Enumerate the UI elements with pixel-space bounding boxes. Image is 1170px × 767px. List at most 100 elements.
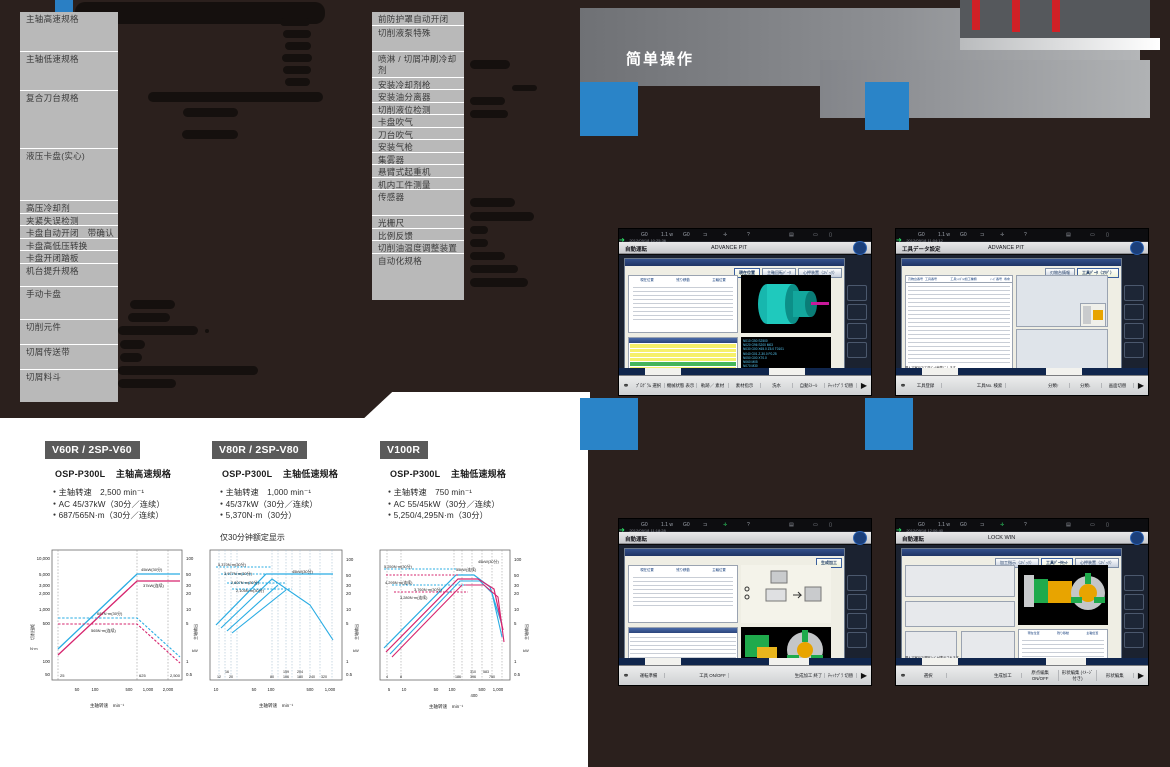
rail-button[interactable] (1124, 575, 1144, 591)
softkey[interactable]: 分類↑ (1038, 382, 1070, 389)
svg-text:20: 20 (346, 591, 351, 596)
cnc-softkeys[interactable]: ⚭ 運転準備 工具 ON/OFF 生成加工 終了 ﾁｬｯｸﾌﾟﾗ 切替 ▶ (619, 665, 871, 685)
rail-button[interactable] (1124, 613, 1144, 629)
next-page-icon[interactable]: ▶ (1137, 381, 1145, 390)
rail-button[interactable] (847, 342, 867, 358)
softkey[interactable]: 選択 (910, 672, 948, 679)
program-name: ADVANCE PIT (711, 245, 748, 251)
rail-button[interactable] (1124, 323, 1144, 339)
spec-bullet: AC 55/45kW（30分／连续） (388, 499, 545, 511)
parameter-form-mid[interactable] (905, 601, 1015, 627)
softkey[interactable]: 自動ｽﾄｰﾙ (793, 382, 825, 389)
tool-registry-table[interactable]: 刃物台番号 工具番号 工具ｼﾝﾎﾞﾙ/加工種類 ﾉｰｽﾞ番号 寿命 (905, 275, 1013, 379)
spec-item: 高压冷却剂 (20, 200, 118, 213)
rail-button[interactable] (847, 575, 867, 591)
softkey[interactable]: 原点編集 ON/OFF (1022, 670, 1060, 681)
section-heading: 简单操作 (626, 51, 695, 68)
spec-item: 卡盘高低压转换 (20, 237, 118, 251)
softkey[interactable]: ﾁｬｯｸﾌﾟﾗ 切替 (825, 382, 857, 389)
status-badge[interactable] (853, 241, 867, 255)
softkey[interactable]: ﾌﾟﾛｸﾞﾗﾑ 選択 (633, 382, 665, 389)
softkey[interactable]: 工具登録 (910, 382, 942, 389)
svg-text:100: 100 (186, 556, 194, 561)
rail-button[interactable] (847, 304, 867, 320)
rail-button[interactable] (1124, 594, 1144, 610)
chuck-graphic-view[interactable] (1018, 565, 1108, 625)
softkey[interactable]: 工具No. 検索 (974, 382, 1006, 389)
spec-item: 卡盘吹气 (372, 114, 464, 127)
workpiece-3d-view[interactable] (741, 275, 831, 333)
spec-item: 光栅尺 (372, 215, 464, 228)
softkey[interactable]: 分類↓ (1070, 382, 1102, 389)
svg-text:20: 20 (514, 591, 519, 596)
panel-header (902, 549, 1121, 556)
softkey[interactable]: ﾁｬｯｸﾌﾟﾗ 切替 (825, 672, 857, 679)
next-page-icon[interactable]: ▶ (1137, 671, 1145, 680)
softkey[interactable]: 形状編集 (1097, 672, 1134, 679)
softkey[interactable]: 素材指示 (729, 382, 761, 389)
rail-button[interactable] (847, 285, 867, 301)
status-badge[interactable] (1130, 531, 1144, 545)
menu-icon[interactable]: ⚭ (622, 671, 630, 680)
process-flow-diagram (741, 565, 831, 623)
cnc-side-rail[interactable] (847, 575, 869, 648)
cnc-screen-lock-win[interactable]: ➜ G0 1.1 w G0 ⊐ ✛ ? ▤ ▭ ▯ 2012/09/18 12:… (895, 518, 1149, 686)
logo-bar (1012, 0, 1020, 32)
cnc-screen-tool-data[interactable]: ➜ G0 1.1 w G0 ⊐ ✛ ? ▤ ▭ ▯ 2012/09/18 11:… (895, 228, 1149, 396)
softkey[interactable]: 洗水 (761, 382, 793, 389)
spec-bullet: 45/37kW（30分／连续） (220, 499, 377, 511)
cnc-softkeys[interactable]: ⚭ 選択 生成加工 原点編集 ON/OFF 形状編集 (ｲﾒｰｼﾞ付き) 形状編… (896, 665, 1148, 685)
cnc-side-rail[interactable] (1124, 285, 1146, 358)
rail-button[interactable] (1124, 632, 1144, 648)
softkey[interactable]: 工具 ON/OFF (697, 672, 729, 679)
help-icon: ? (747, 232, 750, 238)
menu-icon[interactable]: ⚭ (622, 381, 630, 390)
status-icon: G0 (641, 522, 648, 528)
next-page-icon[interactable]: ▶ (860, 671, 868, 680)
readout-headers: 現在位置 残り移動 主軸位置 (629, 276, 737, 282)
parameter-form-top[interactable] (905, 565, 1015, 597)
rail-button[interactable] (847, 323, 867, 339)
softkey[interactable]: 運転準備 (633, 672, 665, 679)
readout-header: 主軸位置 (712, 278, 726, 282)
next-page-icon[interactable]: ▶ (860, 381, 868, 390)
readout-header: 現在位置 (640, 278, 654, 282)
softkey[interactable]: 軌跡／ 素材 (697, 382, 729, 389)
softkey[interactable]: 生成加工 終了 (793, 672, 825, 679)
cnc-side-rail[interactable] (1124, 575, 1146, 648)
softkey[interactable]: 機械状態 表示 (665, 382, 697, 389)
readout-header: 現在位置 (1027, 631, 1040, 635)
status-icon: 1.1 w (938, 522, 950, 528)
cnc-tab[interactable]: 加工指示（ｽﾍﾟｯｸ） (995, 558, 1039, 568)
cnc-softkeys[interactable]: ⚭ ﾌﾟﾛｸﾞﾗﾑ 選択 機械状態 表示 軌跡／ 素材 素材指示 洗水 自動ｽﾄ… (619, 375, 871, 395)
menu-icon[interactable]: ⚭ (899, 381, 907, 390)
rail-button[interactable] (847, 594, 867, 610)
rail-button[interactable] (847, 632, 867, 648)
cnc-body: 現在位置 主軸回転ﾃﾞｰﾀ 心押装置（ｽﾍﾟｯｸ） 現在位置 残り移動 主軸位置 (619, 255, 871, 385)
status-badge[interactable] (1130, 241, 1144, 255)
cnc-inner-panel: 加工指示（ｽﾍﾟｯｸ） 工具ﾃﾞｰﾀｾｯﾄ 心押装置（ｽﾍﾟｯｸ） 選んで実行で… (901, 548, 1122, 669)
cnc-screen-auto-operation[interactable]: ➜ G0 1.1 w G0 ⊐ ✛ ? ▤ ▭ ▯ 2012/09/18 10:… (618, 228, 872, 396)
cnc-side-rail[interactable] (847, 285, 869, 358)
rail-button[interactable] (1124, 285, 1144, 301)
softkey[interactable]: 画面切替 (1102, 382, 1134, 389)
svg-text:186: 186 (455, 675, 461, 679)
chart-v100r-svg: 100 50 30 20 10 5 1 0.5 主轴输出 kW 4 8 186 310 39… (370, 545, 552, 715)
rail-button[interactable] (1124, 304, 1144, 320)
rail-button[interactable] (847, 613, 867, 629)
spec-bullets: 主轴转速 2,500 min⁻¹ AC 45/37kW（30分／连续） 687/… (53, 487, 210, 522)
svg-text:80: 80 (270, 675, 274, 679)
offset-table[interactable] (1016, 329, 1108, 373)
status-icon: ⊐ (703, 522, 708, 528)
cnc-softkeys[interactable]: ⚭ 工具登録 工具No. 検索 分類↑ 分類↓ 画面切替 ▶ (896, 375, 1148, 395)
spec-item: 液压卡盘(实心) (20, 148, 118, 200)
cnc-screen-auto-operation-2[interactable]: ➜ G0 1.1 w G0 ⊐ ✛ ? ▤ ▭ ▯ 2012/09/18 11:… (618, 518, 872, 686)
menu-icon[interactable]: ⚭ (899, 671, 907, 680)
softkey[interactable]: 形状編集 (ｲﾒｰｼﾞ付き) (1059, 670, 1097, 681)
spec-bullets: 主轴转速 1,000 min⁻¹ 45/37kW（30分／连续） 5,370N·… (220, 487, 377, 522)
rail-button[interactable] (1124, 342, 1144, 358)
svg-text:1: 1 (514, 659, 517, 664)
run-arrow-icon: ➜ (619, 527, 625, 534)
softkey[interactable]: 生成加工 (985, 672, 1022, 679)
status-badge[interactable] (853, 531, 867, 545)
